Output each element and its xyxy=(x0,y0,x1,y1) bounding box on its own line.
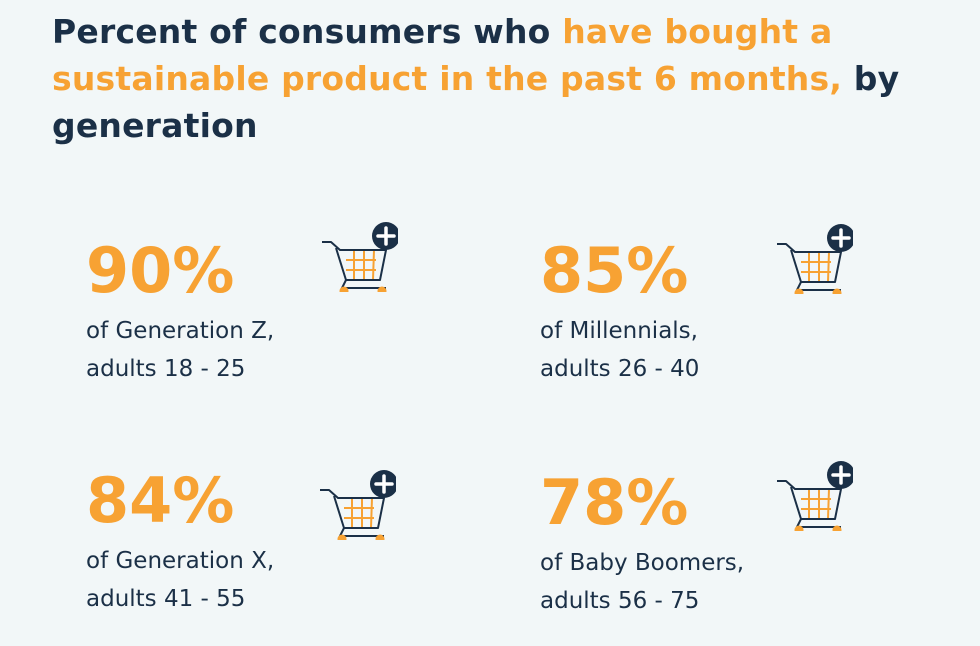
stat-age-range: adults 18 - 25 xyxy=(86,356,246,382)
stat-label: of Millennials, xyxy=(540,318,698,344)
cart-plus-icon xyxy=(773,461,855,535)
stat-percent: 78% xyxy=(540,466,689,539)
page-title: Percent of consumers who have bought a s… xyxy=(52,8,952,149)
cart-plus-icon xyxy=(773,224,855,298)
stat-millennials: 85% of Millennials, adults 26 - 40 xyxy=(540,236,699,388)
stat-percent: 85% xyxy=(540,234,689,307)
stat-baby-boomers: 78% of Baby Boomers, adults 56 - 75 xyxy=(540,468,744,620)
cart-plus-icon xyxy=(316,470,398,544)
stat-age-range: adults 56 - 75 xyxy=(540,588,700,614)
stat-gen-x: 84% of Generation X, adults 41 - 55 xyxy=(86,466,274,618)
stat-label: of Generation Z, xyxy=(86,318,275,344)
stat-age-range: adults 26 - 40 xyxy=(540,356,700,382)
title-text: Percent of consumers who xyxy=(52,12,563,51)
cart-plus-icon xyxy=(318,222,400,296)
title-highlight: have bought a sustainable product in the… xyxy=(52,12,843,98)
stat-age-range: adults 41 - 55 xyxy=(86,586,246,612)
stat-percent: 84% xyxy=(86,464,235,537)
stat-percent: 90% xyxy=(86,234,235,307)
title-text-end: by generation xyxy=(52,59,900,145)
stat-label: of Baby Boomers, xyxy=(540,550,745,576)
stat-label: of Generation X, xyxy=(86,548,275,574)
stat-gen-z: 90% of Generation Z, adults 18 - 25 xyxy=(86,236,274,388)
